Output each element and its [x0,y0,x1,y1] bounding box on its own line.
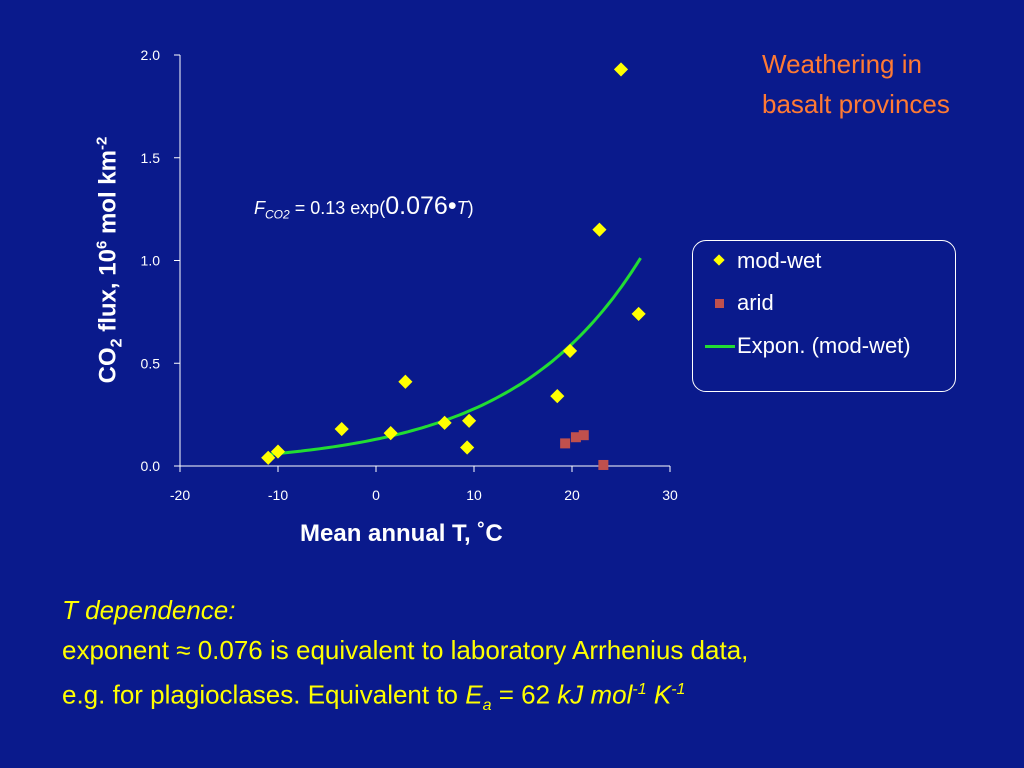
chart-legend: mod-wet arid Expon. (mod-wet) [692,240,956,392]
data-point-mod-wet [592,222,607,237]
y-axis-label-sup6: 6 [93,240,111,250]
data-point-mod-wet [460,440,475,455]
note-unit2: K [646,679,672,710]
fit-layer [268,257,642,456]
data-point-mod-wet [462,413,477,428]
y-axis-label-flux: flux, 10 [94,249,122,339]
data-point-mod-wet [550,389,565,404]
legend-item-arid: arid [703,288,774,318]
x-tick-label: 30 [662,487,678,503]
fit-equation-f: F [254,198,265,218]
y-tick-label: 0.5 [141,355,161,371]
x-axis-label: Mean annual T, ˚C [300,520,503,547]
note-line3-a: e.g. for plagioclases. Equivalent to [62,679,466,710]
note-line2: exponent ≈ 0.076 is equivalent to labora… [62,635,749,665]
x-tick-label: 0 [372,487,380,503]
chart-axes: 0.0 0.5 1.0 1.5 2.0 -20 -10 0 10 20 30 [141,47,678,503]
fit-equation-sub: CO2 [265,207,290,222]
slide-title-line1: Weathering in [762,49,922,79]
fit-equation-eq: = 0.13 exp( [289,198,386,218]
data-point-mod-wet [261,450,276,465]
fit-equation-var: T [456,198,468,218]
legend-label-expon: Expon. (mod-wet) [737,333,911,358]
note-unit1: kJ mol [557,679,633,710]
data-point-mod-wet [437,415,452,430]
points-layer [261,62,646,470]
x-tick-label: 10 [466,487,482,503]
data-point-mod-wet [334,421,349,437]
slide-title-line2: basalt provinces [762,89,950,119]
data-point-arid [578,430,589,441]
note-ea: E [465,679,483,710]
data-point-mod-wet [613,62,629,77]
y-tick-label: 1.0 [141,253,161,269]
data-point-mod-wet [631,306,646,322]
y-axis-label: CO2 flux, 106 mol km-2 [94,137,127,384]
data-point-arid [560,438,571,449]
diamond-marker-icon [713,254,725,266]
y-axis-label-sub: 2 [108,338,126,348]
data-point-mod-wet [270,444,286,459]
note-ea-sub: a [482,696,492,714]
slide-title: Weathering in basalt provinces [762,44,950,124]
note-line3: e.g. for plagioclases. Equivalent to Ea … [62,670,748,726]
square-marker-icon [715,299,724,308]
y-axis-label-unit: mol km [94,150,122,241]
legend-label-arid: arid [737,290,774,315]
data-point-mod-wet [398,374,413,389]
x-tick-label: -20 [170,487,190,503]
data-point-arid [570,432,581,443]
data-point-mod-wet [383,426,398,441]
note-text: T dependence: exponent ≈ 0.076 is equiva… [62,590,748,726]
x-tick-label: 20 [564,487,580,503]
note-unit1-sup: -1 [632,681,647,698]
note-line3-b: = 62 [491,679,558,710]
y-tick-label: 2.0 [141,47,161,63]
y-axis-label-sup: -2 [93,136,111,151]
y-tick-label: 0.0 [141,458,161,474]
fit-equation-dot: • [447,192,457,220]
data-point-mod-wet [562,343,578,358]
y-axis-label-co: CO [94,347,122,384]
note-heading: T dependence: [62,595,236,625]
legend-item-mod-wet: mod-wet [703,246,821,276]
fit-equation-coef: 0.076 [385,192,448,220]
note-unit2-sup: -1 [671,681,686,698]
y-tick-label: 1.5 [141,150,161,166]
x-tick-label: -10 [268,487,288,503]
legend-item-expon: Expon. (mod-wet) [703,331,911,361]
line-marker-icon [705,345,735,348]
data-point-arid [598,459,609,470]
fit-equation-close: ) [467,198,474,218]
fit-equation: FCO2 = 0.13 exp(0.076•T) [254,192,474,222]
legend-label-mod-wet: mod-wet [737,248,822,273]
exponential-fit-line [268,257,642,456]
